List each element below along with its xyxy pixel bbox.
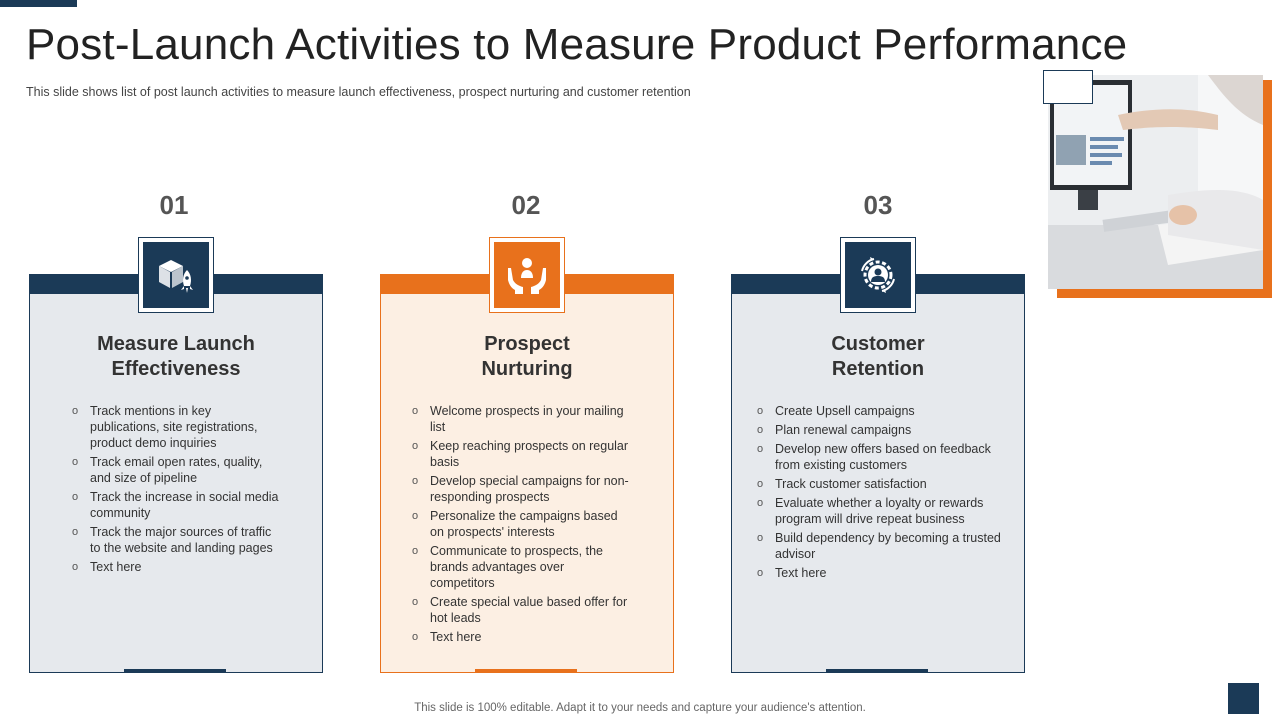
list-item: Text here — [72, 559, 282, 575]
list-item: Track email open rates, quality, and siz… — [72, 454, 282, 486]
card-bottom-accent — [124, 669, 226, 673]
list-item: Build dependency by becoming a trusted a… — [757, 530, 1002, 562]
hero-photo — [1043, 70, 1273, 300]
hands-person-icon — [494, 242, 560, 308]
list-item: Text here — [757, 565, 1002, 581]
customer-gear-cycle-icon — [845, 242, 911, 308]
list-item: Track the increase in social media commu… — [72, 489, 282, 521]
list-item: Plan renewal campaigns — [757, 422, 1002, 438]
card-bottom-accent — [475, 669, 577, 673]
list-item: Evaluate whether a loyalty or rewards pr… — [757, 495, 1002, 527]
photo-corner-tab — [1043, 70, 1093, 104]
column-number-1: 01 — [159, 190, 189, 220]
corner-square — [1228, 683, 1259, 714]
column-number-3: 03 — [863, 190, 893, 220]
page-title: Post-Launch Activities to Measure Produc… — [26, 20, 1128, 69]
list-item: Track mentions in key publications, site… — [72, 403, 282, 451]
card-prospect-nurturing: Prospect Nurturing Welcome prospects in … — [380, 274, 674, 673]
card-list: Create Upsell campaigns Plan renewal cam… — [757, 403, 1002, 584]
list-item: Welcome prospects in your mailing list — [412, 403, 632, 435]
card-bottom-accent — [826, 669, 928, 673]
icon-frame-1 — [138, 237, 214, 313]
footer-note: This slide is 100% editable. Adapt it to… — [414, 702, 866, 714]
icon-frame-2 — [489, 237, 565, 313]
list-item: Text here — [412, 629, 632, 645]
list-item: Track the major sources of traffic to th… — [72, 524, 282, 556]
card-title: Prospect Nurturing — [481, 333, 573, 380]
list-item: Create special value based offer for hot… — [412, 594, 632, 626]
list-item: Personalize the campaigns based on prosp… — [412, 508, 632, 540]
card-measure-launch: Measure Launch Effectiveness Track menti… — [29, 274, 323, 673]
card-list: Welcome prospects in your mailing list K… — [412, 403, 632, 648]
list-item: Track customer satisfaction — [757, 476, 1002, 492]
list-item: Keep reaching prospects on regular basis — [412, 438, 632, 470]
list-item: Communicate to prospects, the brands adv… — [412, 543, 632, 591]
list-item: Develop new offers based on feedback fro… — [757, 441, 1002, 473]
card-title: Measure Launch Effectiveness — [97, 333, 255, 380]
office-desk-photo — [1048, 75, 1263, 289]
list-item: Create Upsell campaigns — [757, 403, 1002, 419]
corner-accent-bar — [0, 0, 77, 7]
list-item: Develop special campaigns for non-respon… — [412, 473, 632, 505]
card-list: Track mentions in key publications, site… — [72, 403, 282, 578]
column-number-2: 02 — [511, 190, 541, 220]
icon-frame-3 — [840, 237, 916, 313]
box-rocket-icon — [143, 242, 209, 308]
card-customer-retention: Customer Retention Create Upsell campaig… — [731, 274, 1025, 673]
page-subtitle: This slide shows list of post launch act… — [26, 85, 691, 99]
card-title: Customer Retention — [831, 333, 925, 380]
